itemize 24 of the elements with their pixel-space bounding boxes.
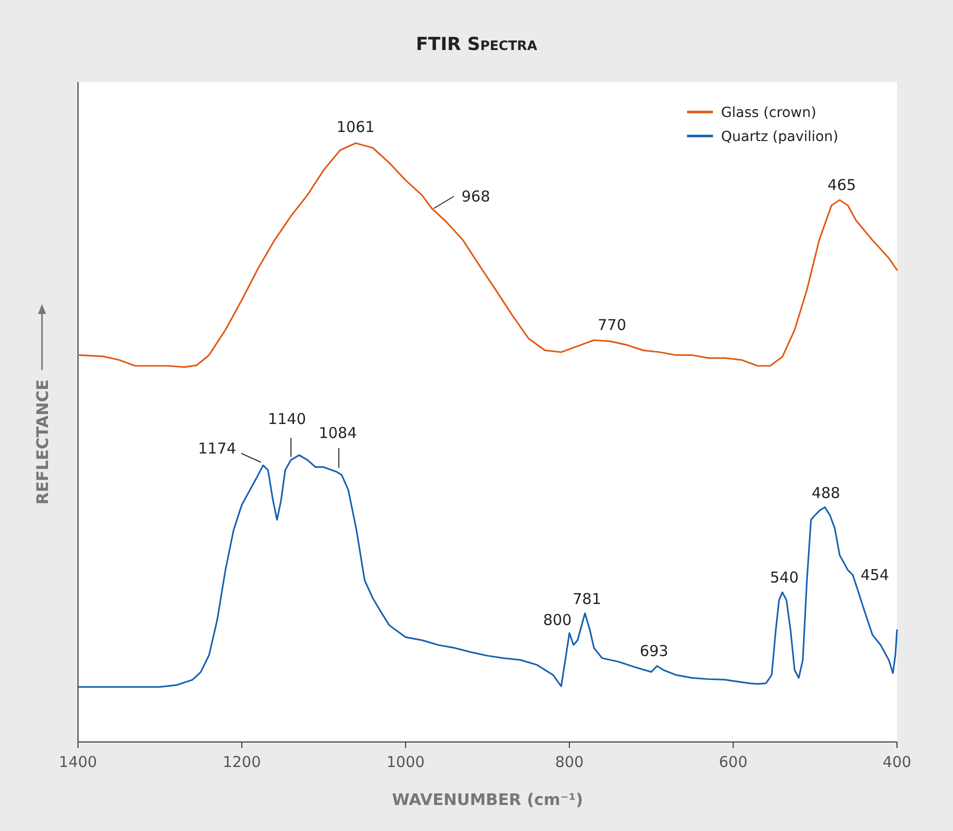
annotation: 465 xyxy=(827,176,856,194)
x-tick-label: 1000 xyxy=(386,753,425,771)
x-tick-label: 1200 xyxy=(222,753,261,771)
annotation: 770 xyxy=(598,316,626,334)
y-axis-title: REFLECTANCE xyxy=(33,379,52,505)
legend-label: Quartz (pavilion) xyxy=(721,129,838,145)
annotation: 1084 xyxy=(318,424,357,442)
annotation: 1140 xyxy=(268,410,306,428)
annotation: 1174 xyxy=(198,439,236,458)
x-axis-title: WAVENUMBER (cm⁻¹) xyxy=(392,790,584,809)
annotation: 540 xyxy=(770,568,799,586)
annotation: 1061 xyxy=(336,118,375,136)
annotation: 488 xyxy=(812,484,840,502)
chart-title: FTIR Spectra xyxy=(416,34,538,55)
x-tick-label: 400 xyxy=(882,753,912,771)
legend-label: Glass (crown) xyxy=(721,105,816,121)
annotation: 454 xyxy=(860,566,890,584)
x-tick-label: 800 xyxy=(555,753,584,771)
annotation: 800 xyxy=(543,611,572,629)
x-tick-label: 1400 xyxy=(58,753,98,771)
annotation: 781 xyxy=(572,590,602,608)
annotation: 968 xyxy=(461,187,490,206)
x-tick-label: 600 xyxy=(718,753,748,771)
annotation: 693 xyxy=(640,642,668,660)
